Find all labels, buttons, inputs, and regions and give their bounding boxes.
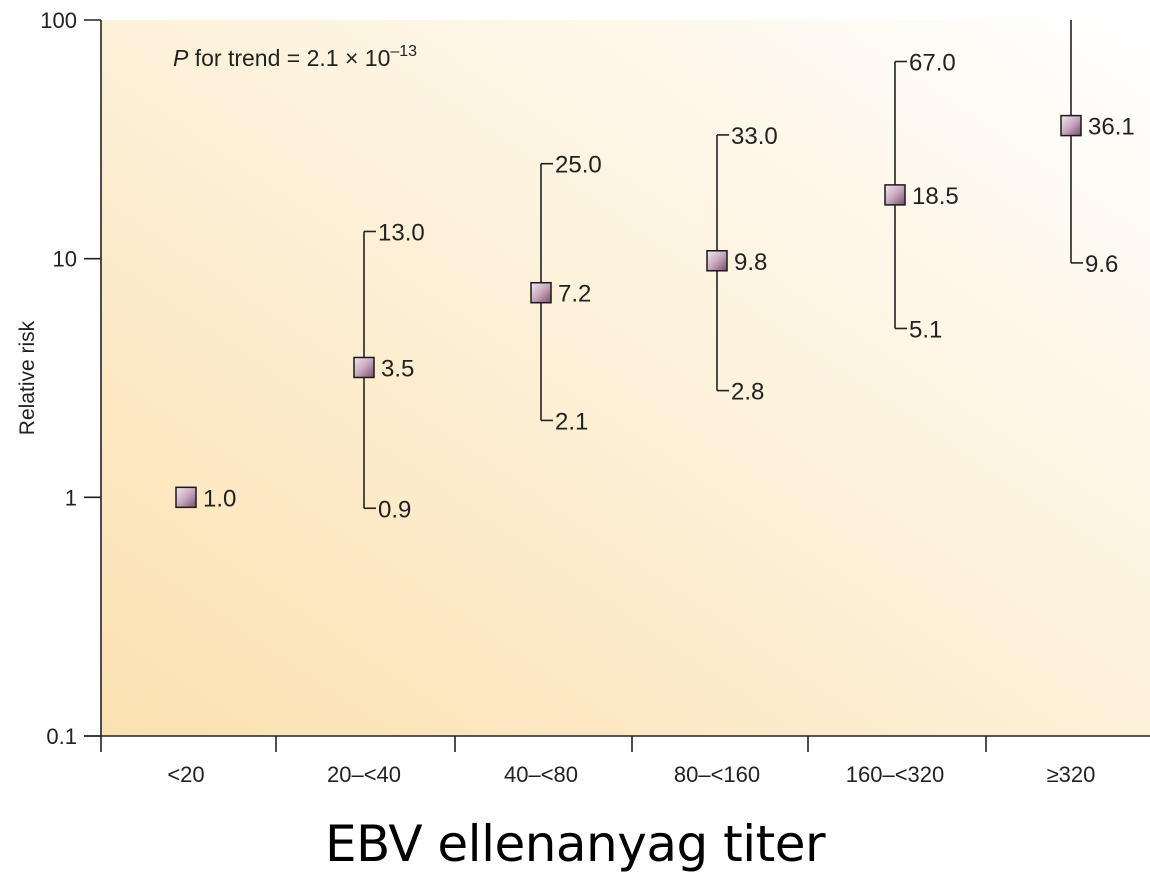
lower-ci-label: 2.8 [731, 379, 764, 406]
p-trend-text: for trend = 2.1 × 10 [188, 45, 390, 71]
x-axis-label: EBV ellenanyag titer [324, 815, 826, 873]
x-tick-label: 80–<160 [674, 762, 760, 787]
p-trend-annotation: P for trend = 2.1 × 10–13 [173, 43, 417, 71]
x-tick-label: 160–<320 [846, 762, 945, 787]
point-marker [1060, 114, 1082, 137]
point-marker [530, 281, 552, 304]
upper-ci-label: 13.0 [378, 219, 425, 246]
data-point-group: 1.0 [175, 485, 236, 512]
y-tick-label: 10 [53, 247, 77, 272]
point-marker [884, 184, 906, 206]
data-point-group: 33.0 2.8 9.8 [706, 123, 778, 406]
lower-ci-label: 5.1 [909, 316, 942, 343]
p-trend-italic: P [173, 45, 189, 71]
upper-ci-label: 25.0 [555, 152, 602, 179]
lower-ci-label: 2.1 [555, 408, 588, 435]
data-point-group: 67.0 5.1 18.5 [884, 50, 959, 343]
x-tick-label: 20–<40 [327, 762, 401, 787]
upper-ci-label: 33.0 [731, 123, 778, 150]
y-axis-label: Relative risk [16, 320, 39, 435]
y-tick-label: 100 [40, 8, 77, 33]
data-point-group: 9.6 36.1 [1060, 20, 1135, 278]
point-value-label: 18.5 [912, 183, 959, 210]
data-point-group: 25.0 2.1 7.2 [530, 152, 602, 435]
y-tick-label: 0.1 [46, 724, 77, 749]
point-marker [175, 486, 197, 509]
point-value-label: 36.1 [1088, 114, 1135, 141]
relative-risk-series: 1.0 13.0 0.9 3.5 25.0 2.1 7.2 33.0 2.8 9.8 67.0 5.1… [175, 20, 1135, 523]
x-tick-label: <20 [167, 762, 204, 787]
upper-ci-label: 67.0 [909, 50, 956, 77]
y-axis: 100 10 1 0.1 [40, 8, 102, 749]
point-value-label: 7.2 [558, 281, 591, 308]
data-point-group: 13.0 0.9 3.5 [353, 219, 425, 523]
x-tick-label: ≥320 [1047, 762, 1096, 787]
p-trend-exponent: –13 [390, 43, 417, 60]
y-tick-label: 1 [65, 485, 77, 510]
x-axis: <20 20–<40 40–<80 80–<160 160–<320 ≥320 [84, 735, 1150, 787]
point-marker [706, 250, 728, 272]
lower-ci-label: 9.6 [1085, 251, 1118, 278]
point-value-label: 1.0 [203, 485, 236, 512]
x-tick-label: 40–<80 [504, 762, 578, 787]
point-marker [353, 356, 375, 379]
point-value-label: 9.8 [734, 249, 767, 276]
point-value-label: 3.5 [381, 355, 414, 382]
plot-background [101, 20, 1150, 736]
lower-ci-label: 0.9 [378, 496, 411, 523]
